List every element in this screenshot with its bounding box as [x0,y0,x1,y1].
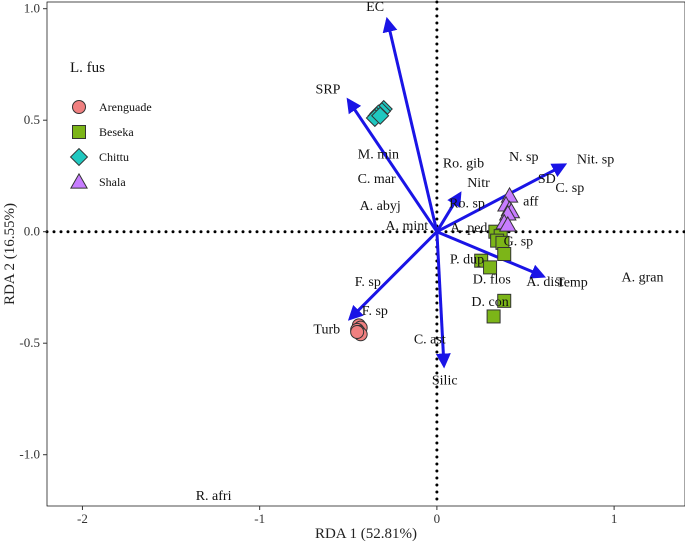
species-label: aff [523,194,539,209]
env-vector-arrow [346,97,439,233]
env-vector-arrow [436,230,546,279]
data-point-beseka [483,260,498,275]
legend-key-arenguade [72,100,86,114]
legend-title: L. fus [70,60,105,76]
x-tick-label: 1 [611,511,618,526]
env-vector-label: Nitr [467,176,490,191]
env-vector-arrow [382,16,439,233]
y-tick-label: -1.0 [19,447,40,462]
species-labels: M. min Ro. gib C. mar N. sp SDC. sp aff Ro. sp… [196,148,664,504]
species-label: D. flos [473,273,511,288]
env-vector-arrow [347,230,438,321]
env-vector-label: EC [366,0,384,15]
species-label: C. sp [555,181,584,196]
species-label: SD [538,172,556,187]
y-tick-label: -0.5 [19,335,40,350]
species-label: R. afri [196,489,232,504]
species-label: A. gran [621,270,663,285]
env-vector-label: Nit. sp [577,152,614,167]
species-label: A. dist [526,275,563,290]
y-tick-label: 0.0 [24,224,40,239]
data-point-beseka [497,247,512,261]
x-tick-label: 0 [434,511,441,526]
legend-label: Shala [99,175,126,189]
env-vector-arrow [435,231,451,369]
legend-label: Chittu [99,150,129,164]
env-vector-label: Turb [313,323,340,338]
species-label: A. mint [385,219,428,234]
legend-label: Arenguade [99,100,152,114]
plot-panel [46,1,685,507]
x-tick-label: -2 [77,511,88,526]
species-label: P. dup [450,252,484,267]
species-label: M. min [358,148,399,163]
y-tick-label: 1.0 [24,1,40,16]
legend: L. fus Arenguade Beseka Chittu Shala [69,60,152,189]
species-label: N. sp [509,150,539,165]
species-label: A. ped [450,221,487,236]
legend-key-chittu [69,147,89,167]
environmental-vectors: EC SRP Nit. sp Temp Turb Silic Nitr [313,0,614,388]
y-tick-label: 0.5 [24,112,40,127]
env-vector-arrow [436,163,568,234]
env-vector-label: Temp [556,276,588,291]
species-label: C. ast [414,333,446,348]
legend-label: Beseka [99,125,134,139]
data-point-chittu [371,106,390,125]
data-point-beseka [486,309,501,324]
species-label: C. mar [358,172,396,187]
env-vector-arrow [435,191,462,233]
species-label: A. abyj [360,199,401,214]
species-label: Ro. sp [449,197,485,212]
legend-key-shala [70,172,88,189]
x-axis-title: RDA 1 (52.81%) [315,526,417,542]
legend-key-beseka [72,125,86,139]
species-label: D. con [471,295,508,310]
env-vector-label: Silic [432,373,458,388]
x-tick-label: -1 [254,511,265,526]
data-point-beseka [497,293,512,308]
y-axis-title: RDA 2 (16.55%) [2,203,18,305]
species-label: F. sp [355,275,381,290]
species-label: G. sp [504,235,534,250]
site-points [350,99,521,342]
data-point-shala [498,215,517,232]
env-vector-label: SRP [316,83,341,98]
data-point-arenguade [350,325,365,340]
species-label: Ro. gib [443,157,484,172]
species-label: F. sp [362,304,388,319]
axis-ticks: -2 -1 0 1 1.0 0.5 0.0 -0.5 -1.0 [19,1,617,526]
